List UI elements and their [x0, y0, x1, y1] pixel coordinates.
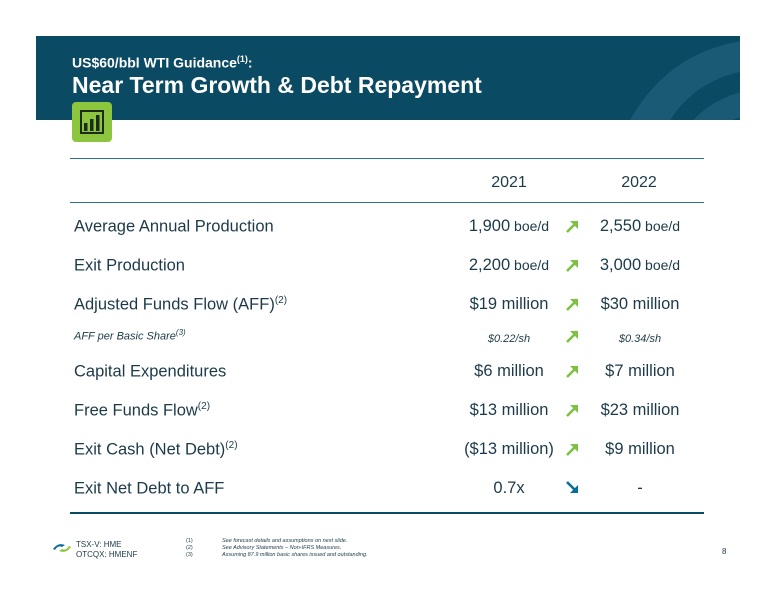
value-2022: $30 million [600, 295, 680, 313]
table-row-capital-expenditures: Capital Expenditures $6 million $7 million [70, 352, 704, 391]
footnote: (1) See forecast details and assumptions … [186, 538, 348, 544]
footnotes: (1) See forecast details and assumptions … [186, 538, 368, 559]
arrow-up-right-icon [566, 444, 578, 456]
arrow-up-right-icon [566, 299, 578, 311]
ticker-otcqx: OTCQX: HMENF [76, 550, 138, 559]
company-logo-icon [53, 544, 71, 552]
table-header-row: 2021 2022 [70, 159, 704, 202]
table-row-adjusted-funds-flow-aff: Adjusted Funds Flow (AFF)(2) $19 million $… [70, 285, 704, 324]
column-header-2021: 2021 [491, 174, 527, 191]
value-2021: $13 million [469, 401, 549, 419]
arrow-down-right-icon [566, 481, 578, 493]
arrow-up-right-icon [566, 405, 578, 417]
row-label: Exit Net Debt to AFF [74, 479, 225, 498]
bar-chart-icon [72, 102, 112, 142]
row-label: Average Annual Production [74, 217, 274, 236]
row-label: Exit Cash (Net Debt)(2) [74, 440, 238, 459]
table-row-exit-production: Exit Production 2,200 boe/d 3,000 boe/d [70, 246, 704, 285]
table-row-average-annual-production: Average Annual Production 1,900 boe/d 2,55… [70, 207, 704, 246]
value-2021: $6 million [474, 362, 544, 380]
column-header-2022: 2022 [621, 174, 657, 191]
arrow-up-right-icon [566, 366, 578, 378]
table-bottom-rule [70, 512, 704, 514]
value-2021: $19 million [469, 295, 549, 313]
table-row-exit-cash-net-debt: Exit Cash (Net Debt)(2) ($13 million) $9 m… [70, 430, 704, 469]
row-label: Free Funds Flow(2) [74, 401, 211, 420]
guidance-table: 2021 2022 Average Annual Production 1,900… [70, 158, 704, 514]
value-2021: 1,900 boe/d [468, 217, 550, 235]
value-2022: 2,550 boe/d [599, 217, 681, 235]
title-banner: US$60/bbl WTI Guidance(1): Near Term Gro… [36, 36, 740, 120]
table-header-rule [70, 202, 704, 203]
arrow-up-right-icon [566, 221, 578, 233]
value-2021: ($13 million) [464, 440, 554, 458]
row-label: Exit Production [74, 256, 185, 275]
arrow-up-right-icon [566, 260, 578, 272]
slide-subtitle: US$60/bbl WTI Guidance(1): [72, 54, 253, 71]
banner-decoration [630, 41, 740, 120]
row-label: Adjusted Funds Flow (AFF)(2) [74, 295, 288, 314]
slide-title: Near Term Growth & Debt Repayment [72, 72, 482, 98]
row-label: AFF per Basic Share(3) [74, 328, 186, 343]
value-2021: 0.7x [493, 479, 525, 497]
ticker-symbols: TSX-V: HME OTCQX: HMENF [76, 540, 137, 560]
arrow-up-right-icon [566, 331, 578, 343]
value-2022: $7 million [605, 362, 675, 380]
value-2022: $0.34/sh [618, 333, 662, 345]
page-number: 8 [722, 547, 727, 556]
table-row-aff-per-basic-share: AFF per Basic Share(3) $0.22/sh $0.34/sh [70, 324, 704, 352]
table-row-free-funds-flow: Free Funds Flow(2) $13 million $23 million [70, 391, 704, 430]
ticker-tsxv: TSX-V: HME [76, 540, 122, 549]
table-row-exit-net-debt-to-aff: Exit Net Debt to AFF 0.7x - [70, 469, 704, 508]
value-2021: $0.22/sh [487, 333, 531, 345]
footnote: (2) See Advisory Statements – Non-IFRS Me… [186, 545, 342, 551]
value-2022: 3,000 boe/d [599, 256, 681, 274]
table-top-rule [70, 158, 704, 159]
footnote: (3) Assuming 87.9 million basic shares is… [186, 552, 368, 558]
value-2022: - [637, 479, 643, 497]
row-label: Capital Expenditures [74, 362, 227, 381]
value-2022: $23 million [600, 401, 680, 419]
value-2022: $9 million [605, 440, 675, 458]
value-2021: 2,200 boe/d [468, 256, 550, 274]
